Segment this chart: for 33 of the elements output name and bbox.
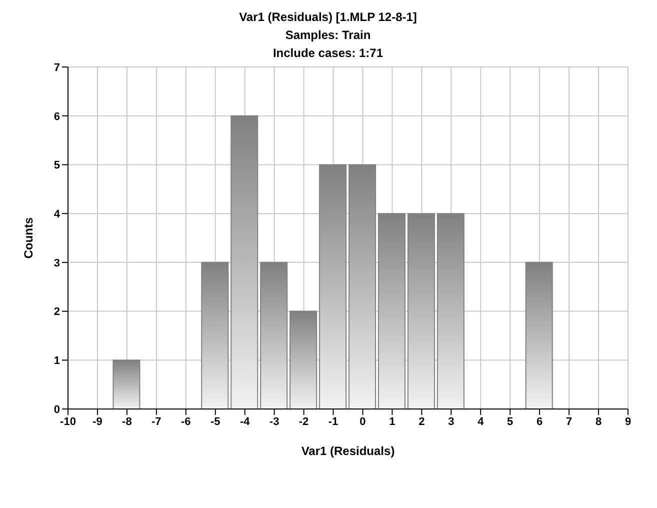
y-tick-label: 0 bbox=[54, 404, 60, 416]
x-tick-label: -8 bbox=[122, 416, 132, 428]
y-tick-label: 3 bbox=[54, 257, 60, 270]
x-tick-label: 0 bbox=[360, 416, 366, 428]
x-tick-label: 2 bbox=[418, 416, 425, 428]
x-tick-label: -7 bbox=[152, 416, 162, 428]
x-tick-label: -4 bbox=[240, 416, 251, 428]
x-tick-label: 4 bbox=[478, 416, 485, 428]
y-tick-label: 2 bbox=[54, 306, 60, 318]
chart-title: Var1 (Residuals) [1.MLP 12-8-1] bbox=[238, 9, 418, 26]
y-tick-label: 7 bbox=[54, 62, 60, 74]
x-tick-label: -10 bbox=[60, 416, 76, 428]
y-axis-title: Counts bbox=[21, 217, 36, 259]
x-tick-label: 3 bbox=[448, 416, 454, 428]
x-tick-label: -6 bbox=[181, 416, 191, 428]
x-tick-label: 1 bbox=[389, 416, 396, 428]
x-tick-label: -5 bbox=[210, 416, 220, 428]
x-tick-label: -1 bbox=[328, 416, 338, 428]
text: Include cases: 1:71 bbox=[272, 45, 384, 62]
x-tick-label: -2 bbox=[298, 416, 309, 428]
y-tick-label: 6 bbox=[54, 110, 60, 123]
x-tick-label: 6 bbox=[536, 416, 543, 428]
x-tick-label: 5 bbox=[507, 416, 514, 428]
chart-subtitle: Samples: Train bbox=[284, 27, 372, 44]
y-tick-label: 1 bbox=[54, 355, 60, 368]
y-tick-label: 4 bbox=[54, 208, 61, 220]
x-axis-title: Var1 (Residuals) bbox=[301, 444, 395, 458]
x-tick-label: 7 bbox=[566, 416, 572, 428]
x-tick-label: 8 bbox=[595, 416, 602, 428]
x-tick-label: -9 bbox=[92, 416, 102, 428]
x-tick-label: -3 bbox=[269, 416, 280, 428]
y-tick-label: 5 bbox=[54, 160, 60, 172]
x-tick-label: 9 bbox=[624, 416, 632, 428]
